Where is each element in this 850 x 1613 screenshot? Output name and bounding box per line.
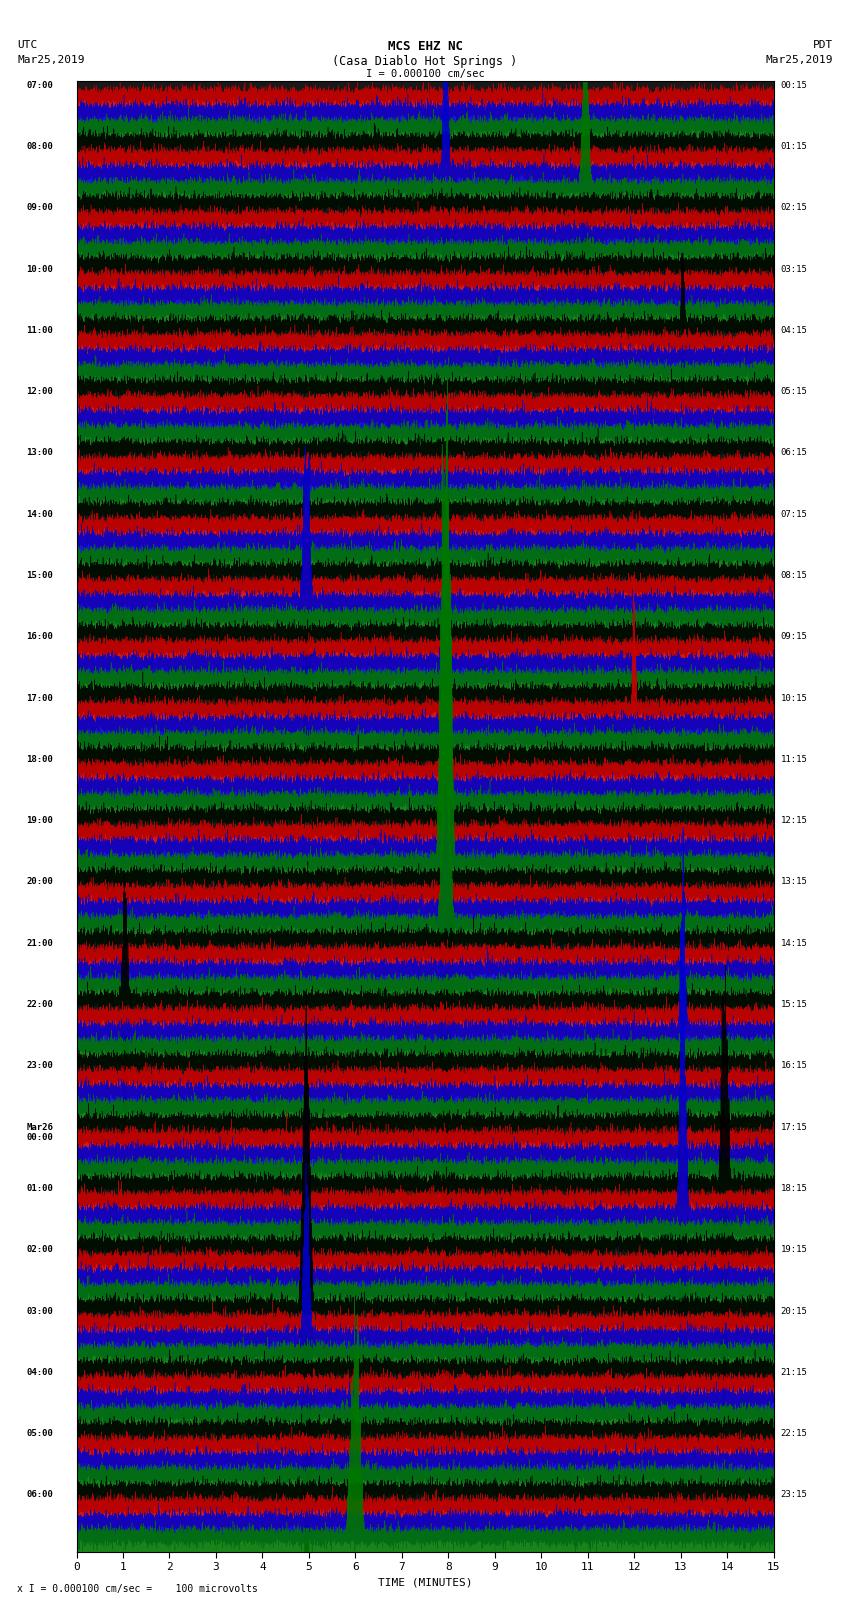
Text: (Casa Diablo Hot Springs ): (Casa Diablo Hot Springs ) (332, 55, 518, 68)
Text: 06:00: 06:00 (26, 1490, 54, 1500)
Text: 19:00: 19:00 (26, 816, 54, 826)
Text: UTC: UTC (17, 40, 37, 50)
Text: 10:15: 10:15 (780, 694, 808, 703)
Text: 20:00: 20:00 (26, 877, 54, 887)
Text: 18:00: 18:00 (26, 755, 54, 765)
Text: 16:15: 16:15 (780, 1061, 808, 1071)
Text: 01:15: 01:15 (780, 142, 808, 152)
Text: 03:00: 03:00 (26, 1307, 54, 1316)
Text: 02:00: 02:00 (26, 1245, 54, 1255)
Text: 21:00: 21:00 (26, 939, 54, 948)
Text: 14:15: 14:15 (780, 939, 808, 948)
Text: 20:15: 20:15 (780, 1307, 808, 1316)
Text: 11:15: 11:15 (780, 755, 808, 765)
Text: 21:15: 21:15 (780, 1368, 808, 1378)
Text: 03:15: 03:15 (780, 265, 808, 274)
Text: 08:00: 08:00 (26, 142, 54, 152)
Text: 17:00: 17:00 (26, 694, 54, 703)
Text: Mar25,2019: Mar25,2019 (766, 55, 833, 65)
Text: 08:15: 08:15 (780, 571, 808, 581)
Text: 12:00: 12:00 (26, 387, 54, 397)
Text: PDT: PDT (813, 40, 833, 50)
Text: 00:15: 00:15 (780, 81, 808, 90)
Text: 17:15: 17:15 (780, 1123, 808, 1132)
Text: 05:15: 05:15 (780, 387, 808, 397)
Text: 07:15: 07:15 (780, 510, 808, 519)
Text: 02:15: 02:15 (780, 203, 808, 213)
X-axis label: TIME (MINUTES): TIME (MINUTES) (377, 1578, 473, 1587)
Text: 15:15: 15:15 (780, 1000, 808, 1010)
Text: 04:00: 04:00 (26, 1368, 54, 1378)
Text: Mar26
00:00: Mar26 00:00 (26, 1123, 54, 1142)
Text: 11:00: 11:00 (26, 326, 54, 336)
Text: 16:00: 16:00 (26, 632, 54, 642)
Text: MCS EHZ NC: MCS EHZ NC (388, 40, 462, 53)
Text: 07:00: 07:00 (26, 81, 54, 90)
Text: 13:00: 13:00 (26, 448, 54, 458)
Text: 09:00: 09:00 (26, 203, 54, 213)
Text: 14:00: 14:00 (26, 510, 54, 519)
Text: 18:15: 18:15 (780, 1184, 808, 1194)
Text: 09:15: 09:15 (780, 632, 808, 642)
Text: 23:00: 23:00 (26, 1061, 54, 1071)
Text: 19:15: 19:15 (780, 1245, 808, 1255)
Text: x I = 0.000100 cm/sec =    100 microvolts: x I = 0.000100 cm/sec = 100 microvolts (17, 1584, 258, 1594)
Text: 22:15: 22:15 (780, 1429, 808, 1439)
Text: 13:15: 13:15 (780, 877, 808, 887)
Text: 06:15: 06:15 (780, 448, 808, 458)
Text: 22:00: 22:00 (26, 1000, 54, 1010)
Text: 15:00: 15:00 (26, 571, 54, 581)
Text: 10:00: 10:00 (26, 265, 54, 274)
Text: I = 0.000100 cm/sec: I = 0.000100 cm/sec (366, 69, 484, 79)
Text: 04:15: 04:15 (780, 326, 808, 336)
Text: 23:15: 23:15 (780, 1490, 808, 1500)
Text: Mar25,2019: Mar25,2019 (17, 55, 84, 65)
Text: 12:15: 12:15 (780, 816, 808, 826)
Text: 05:00: 05:00 (26, 1429, 54, 1439)
Text: 01:00: 01:00 (26, 1184, 54, 1194)
